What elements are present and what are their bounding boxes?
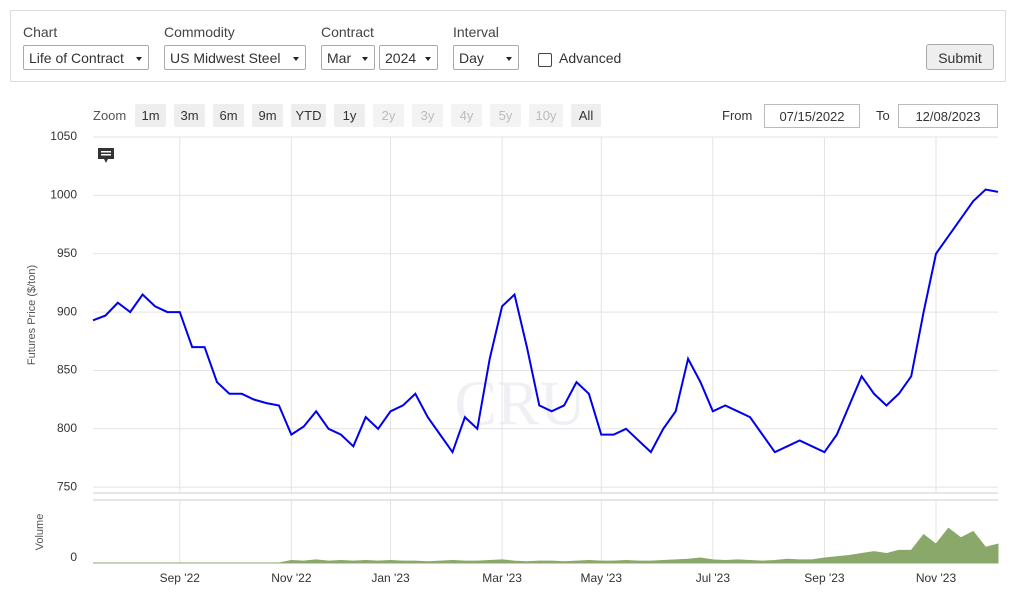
label: Commodity — [164, 24, 235, 40]
select-value: US Midwest Steel — [170, 50, 281, 66]
select[interactable]: US Midwest Steel — [164, 45, 306, 70]
zoom-button[interactable]: YTD — [291, 104, 326, 127]
zoom-button[interactable]: 3m — [174, 104, 205, 127]
y-axis-title: Futures Price ($/ton) — [26, 265, 38, 365]
to-input[interactable]: 12/08/2023 — [898, 104, 998, 128]
zoom-button[interactable]: 1m — [135, 104, 166, 127]
y-tick-label: 900 — [57, 304, 77, 318]
select-value: Mar — [327, 50, 352, 66]
select[interactable]: 2024 — [379, 45, 438, 70]
x-tick-label: Sep '22 — [160, 571, 201, 585]
x-tick-label: Jan '23 — [371, 571, 410, 585]
y-tick-label: 800 — [57, 421, 77, 435]
label: Chart — [23, 24, 58, 40]
zoom-button[interactable]: 4y — [451, 104, 482, 127]
zoom-button[interactable]: 9m — [252, 104, 283, 127]
to-label: To — [876, 108, 890, 123]
zoom-button[interactable]: 10y — [529, 104, 563, 127]
zoom-button[interactable]: 5y — [490, 104, 521, 127]
zoom-label: Zoom — [93, 108, 127, 123]
y-tick-label: 950 — [57, 246, 77, 260]
label: Contract — [321, 24, 374, 40]
y-tick-label: 1000 — [50, 188, 77, 202]
zoom-button[interactable]: All — [571, 104, 601, 127]
x-tick-label: Nov '23 — [916, 571, 957, 585]
control-panel — [10, 10, 1006, 82]
select[interactable]: Day — [453, 45, 519, 70]
x-tick-label: Nov '22 — [271, 571, 312, 585]
x-tick-label: Mar '23 — [482, 571, 522, 585]
select-value: 2024 — [385, 50, 417, 66]
y-tick-label: 1050 — [50, 129, 77, 143]
y-tick-label: 750 — [57, 479, 77, 493]
checkbox-label[interactable]: Advanced — [559, 50, 622, 66]
submit-button[interactable]: Submit — [926, 44, 994, 70]
zoom-button[interactable]: 2y — [373, 104, 404, 127]
label: Interval — [453, 24, 499, 40]
select[interactable]: Life of Contract — [23, 45, 149, 70]
checkbox[interactable] — [538, 53, 552, 67]
x-tick-label: May '23 — [580, 571, 622, 585]
select[interactable]: Mar — [321, 45, 375, 70]
zoom-button[interactable]: 3y — [412, 104, 443, 127]
from-input[interactable]: 07/15/2022 — [764, 104, 860, 128]
from-label: From — [722, 108, 753, 123]
y-axis-title: Volume — [34, 514, 46, 551]
comment-icon[interactable] — [98, 148, 114, 163]
zoom-button[interactable]: 6m — [213, 104, 244, 127]
volume-area — [93, 527, 999, 564]
zoom-button[interactable]: 1y — [334, 104, 365, 127]
price-line — [92, 188, 999, 455]
x-tick-label: Jul '23 — [696, 571, 731, 585]
select-value: Day — [459, 50, 484, 66]
x-tick-label: Sep '23 — [804, 571, 845, 585]
select-value: Life of Contract — [29, 50, 124, 66]
y-tick-label: 0 — [70, 550, 77, 564]
y-tick-label: 850 — [57, 363, 77, 377]
